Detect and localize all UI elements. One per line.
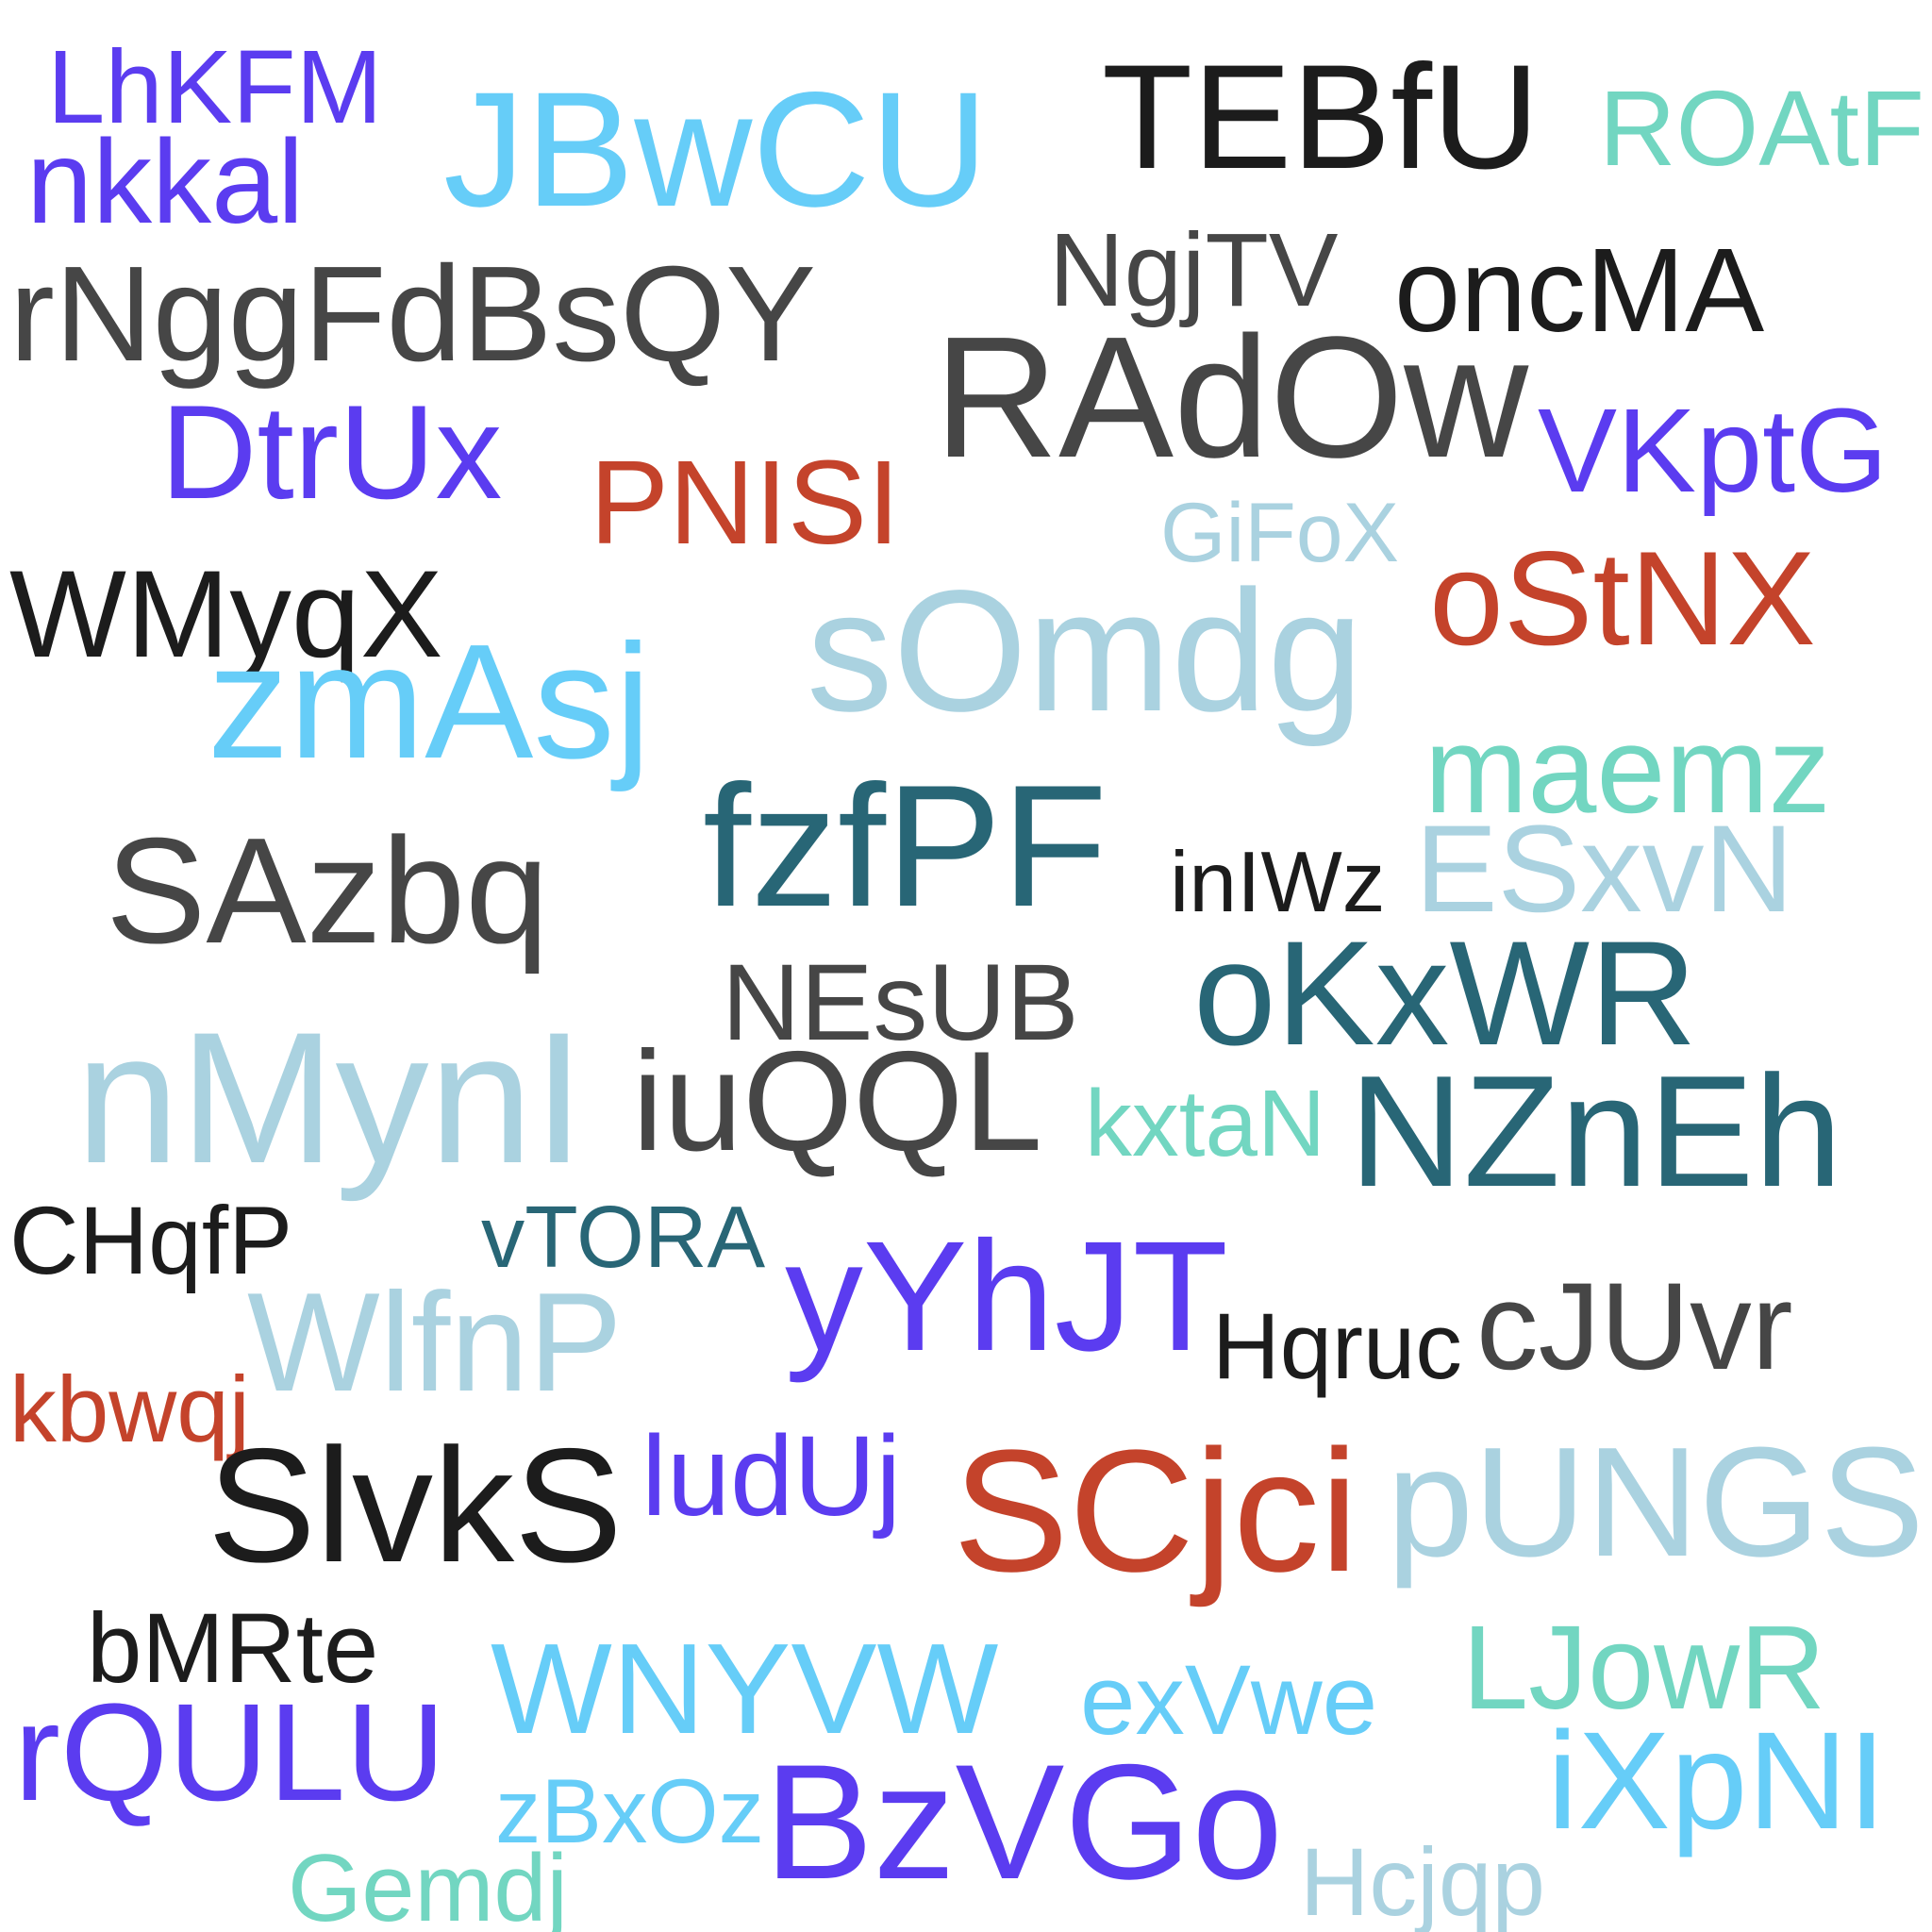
word-oncMA: oncMA bbox=[1394, 224, 1765, 357]
word-Hcjqp: Hcjqp bbox=[1300, 1828, 1545, 1932]
word-ludUj: ludUj bbox=[641, 1412, 902, 1540]
word-NZnEh: NZnEh bbox=[1349, 1042, 1842, 1220]
word-nMynI: nMynI bbox=[75, 993, 585, 1203]
word-RAdOw: RAdOw bbox=[934, 300, 1529, 493]
word-CHqfP: CHqfP bbox=[9, 1187, 293, 1294]
word-NEsUB: NEsUB bbox=[722, 941, 1079, 1063]
word-WNYVW: WNYVW bbox=[491, 1616, 999, 1760]
word-vTORA: vTORA bbox=[481, 1188, 766, 1286]
word-bMRte: bMRte bbox=[87, 1593, 379, 1704]
word-LJowR: LJowR bbox=[1462, 1601, 1826, 1734]
word-inIWz: inIWz bbox=[1170, 834, 1386, 930]
word-oStNX: oStNX bbox=[1429, 525, 1816, 674]
word-sOmdg: sOmdg bbox=[807, 554, 1364, 747]
word-BzVGo: BzVGo bbox=[764, 1730, 1283, 1913]
word-kxtaN: kxtaN bbox=[1085, 1072, 1326, 1176]
word-NgjTV: NgjTV bbox=[1049, 212, 1339, 328]
word-WlfnP: WlfnP bbox=[247, 1263, 623, 1421]
word-SCjci: SCjci bbox=[953, 1414, 1359, 1608]
word-VKptG: VKptG bbox=[1538, 384, 1889, 517]
word-JBwCU: JBwCU bbox=[443, 58, 989, 241]
word-fzfPF: fzfPF bbox=[703, 749, 1108, 942]
word-iuQQL: iuQQL bbox=[632, 1022, 1042, 1180]
word-nkkal: nkkal bbox=[26, 115, 305, 248]
word-PNISI: PNISI bbox=[590, 436, 901, 569]
word-SAzbq: SAzbq bbox=[106, 807, 549, 974]
word-kbwqj: kbwqj bbox=[9, 1357, 250, 1462]
word-LhKFM: LhKFM bbox=[47, 29, 383, 145]
word-DtrUx: DtrUx bbox=[160, 378, 503, 527]
word-rQULU: rQULU bbox=[14, 1675, 446, 1830]
word-pUNGS: pUNGS bbox=[1387, 1415, 1924, 1590]
word-zmAsj: zmAsj bbox=[208, 610, 652, 792]
word-TEBfU: TEBfU bbox=[1102, 34, 1540, 200]
word-zBxOz: zBxOz bbox=[495, 1759, 765, 1862]
word-iXpNI: iXpNI bbox=[1547, 1704, 1887, 1858]
word-cJUvr: cJUvr bbox=[1476, 1257, 1793, 1395]
word-Gemdj: Gemdj bbox=[288, 1836, 568, 1932]
word-maemz: maemz bbox=[1424, 700, 1831, 839]
word-GiFoX: GiFoX bbox=[1160, 485, 1400, 579]
word-ROAtF: ROAtF bbox=[1599, 69, 1924, 188]
word-ESxvN: ESxvN bbox=[1415, 799, 1794, 938]
word-oKxWR: oKxWR bbox=[1193, 910, 1697, 1076]
word-Hqruc: Hqruc bbox=[1212, 1294, 1462, 1399]
word-exVwe: exVwe bbox=[1080, 1645, 1378, 1756]
word-rNggFdBsQY: rNggFdBsQY bbox=[9, 239, 817, 390]
word-WMyqX: WMyqX bbox=[9, 544, 443, 683]
word-yYhJT: yYhJT bbox=[785, 1209, 1228, 1384]
word-SlvkS: SlvkS bbox=[208, 1415, 623, 1596]
